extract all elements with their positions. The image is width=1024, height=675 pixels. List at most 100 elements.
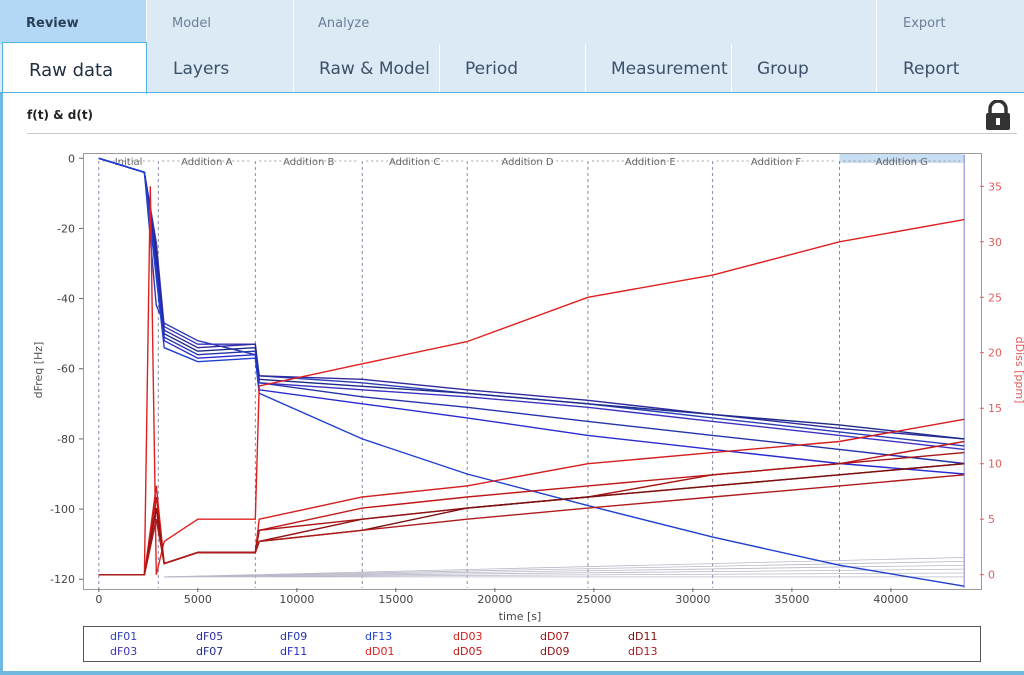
legend-item-dd13[interactable]: dD13 — [628, 645, 658, 658]
x-tick-label: 5000 — [184, 593, 212, 606]
period-label: Addition E — [625, 157, 676, 168]
legend-item-df03[interactable]: dF03 — [110, 645, 138, 658]
legend-item-df11[interactable]: dF11 — [280, 645, 308, 658]
y2-axis-label: dDiss [ppm] — [1013, 337, 1024, 404]
tab-label: Measurement — [611, 59, 728, 79]
y-axis-label: dFreq [Hz] — [32, 342, 45, 399]
group-export[interactable]: Export — [877, 0, 1024, 44]
legend-item-dd07[interactable]: dD07 — [540, 630, 570, 643]
group-model-label: Model — [172, 16, 212, 31]
y-tick-label: 0 — [68, 152, 75, 165]
legend-item-dd05[interactable]: dD05 — [453, 645, 483, 658]
y2-tick-label: 0 — [988, 569, 995, 582]
nav-divider — [293, 0, 294, 92]
group-analyze-label: Analyze — [318, 16, 370, 31]
legend-item-dd03[interactable]: dD03 — [453, 630, 483, 643]
y2-tick-label: 5 — [988, 513, 995, 526]
tab-group[interactable]: Group — [732, 44, 876, 92]
legend-item-dd01[interactable]: dD01 — [365, 645, 395, 658]
tab-label: Raw data — [29, 60, 114, 81]
x-tick-label: 40000 — [873, 593, 908, 606]
tab-label: Group — [757, 59, 809, 79]
baseline-trace — [164, 557, 965, 578]
series-line-df09 — [98, 157, 965, 465]
y2-tick-label: 30 — [988, 236, 1002, 249]
x-tick-label: 20000 — [477, 593, 512, 606]
baseline-trace — [164, 568, 965, 578]
title-divider — [27, 133, 1017, 134]
y-tick-label: -60 — [57, 363, 75, 376]
series-line-df13 — [98, 157, 965, 587]
x-tick-label: 15000 — [378, 593, 413, 606]
nav-divider — [876, 0, 877, 92]
group-export-label: Export — [903, 16, 946, 31]
group-review-label: Review — [26, 16, 79, 31]
tab-label: Period — [465, 59, 519, 79]
baseline-trace — [164, 564, 965, 578]
group-review[interactable]: Review — [0, 0, 146, 44]
y-tick-label: -120 — [50, 573, 75, 586]
tab-report[interactable]: Report — [877, 44, 1024, 92]
x-axis-label: time [s] — [499, 610, 542, 623]
y-tick-label: -80 — [57, 433, 75, 446]
lock-icon[interactable] — [984, 99, 1012, 130]
nav-divider — [731, 44, 732, 92]
legend-item-dd11[interactable]: dD11 — [628, 630, 658, 643]
series-line-dd13 — [98, 474, 965, 576]
x-tick-label: 35000 — [774, 593, 809, 606]
panel-title: f(t) & d(t) — [27, 108, 94, 122]
series-line-df05 — [98, 157, 965, 440]
chart-legend: dF01 dF05 dF09 dF13 dD03 dD07 dD11 dF03 dF07 dF11… — [83, 626, 981, 662]
tab-label: Report — [903, 59, 960, 79]
legend-item-df07[interactable]: dF07 — [196, 645, 224, 658]
series-line-df11 — [98, 157, 965, 475]
period-label: Addition F — [751, 157, 801, 168]
group-model[interactable]: Model — [147, 0, 293, 44]
tab-raw-data[interactable]: Raw data — [2, 42, 147, 94]
y2-tick-label: 10 — [988, 458, 1002, 471]
x-tick-label: 10000 — [279, 593, 314, 606]
tab-layers[interactable]: Layers — [147, 44, 293, 92]
legend-item-df05[interactable]: dF05 — [196, 630, 224, 643]
x-tick-label: 30000 — [675, 593, 710, 606]
y2-tick-label: 15 — [988, 402, 1002, 415]
y2-tick-label: 25 — [988, 291, 1002, 304]
window-left-edge — [0, 0, 3, 675]
period-label: Initial — [115, 157, 143, 168]
tab-label: Layers — [173, 59, 230, 79]
period-label: Addition B — [283, 157, 334, 168]
period-highlight — [839, 154, 965, 163]
series-line-dd03 — [98, 418, 965, 576]
tab-raw-and-model[interactable]: Raw & Model — [294, 44, 439, 92]
legend-item-df13[interactable]: dF13 — [365, 630, 393, 643]
y2-tick-label: 35 — [988, 180, 1002, 193]
y-tick-label: -40 — [57, 293, 75, 306]
tab-measurement[interactable]: Measurement — [586, 44, 731, 92]
nav-divider — [585, 44, 586, 92]
tab-label: Raw & Model — [319, 59, 430, 79]
window-bottom-edge — [0, 671, 1024, 675]
series-line-df07 — [98, 157, 965, 440]
period-label: Addition D — [501, 157, 553, 168]
x-tick-label: 25000 — [576, 593, 611, 606]
series-line-dd01 — [98, 186, 965, 576]
legend-item-dd09[interactable]: dD09 — [540, 645, 570, 658]
tab-period[interactable]: Period — [440, 44, 585, 92]
panel-top-border — [0, 92, 1024, 93]
y-tick-label: -100 — [50, 503, 75, 516]
period-label: Addition G — [876, 157, 928, 168]
legend-item-df09[interactable]: dF09 — [280, 630, 308, 643]
legend-item-df01[interactable]: dF01 — [110, 630, 138, 643]
baseline-trace — [164, 572, 965, 578]
series-line-dd05 — [98, 440, 965, 576]
x-tick-label: 0 — [95, 593, 102, 606]
plot-area[interactable] — [83, 153, 982, 590]
nav-divider — [439, 44, 440, 92]
y-tick-label: -20 — [57, 222, 75, 235]
series-line-df03 — [98, 157, 965, 451]
y2-tick-label: 20 — [988, 347, 1002, 360]
period-label: Addition A — [181, 157, 232, 168]
group-analyze[interactable]: Analyze — [294, 0, 876, 44]
period-label: Addition C — [389, 157, 440, 168]
